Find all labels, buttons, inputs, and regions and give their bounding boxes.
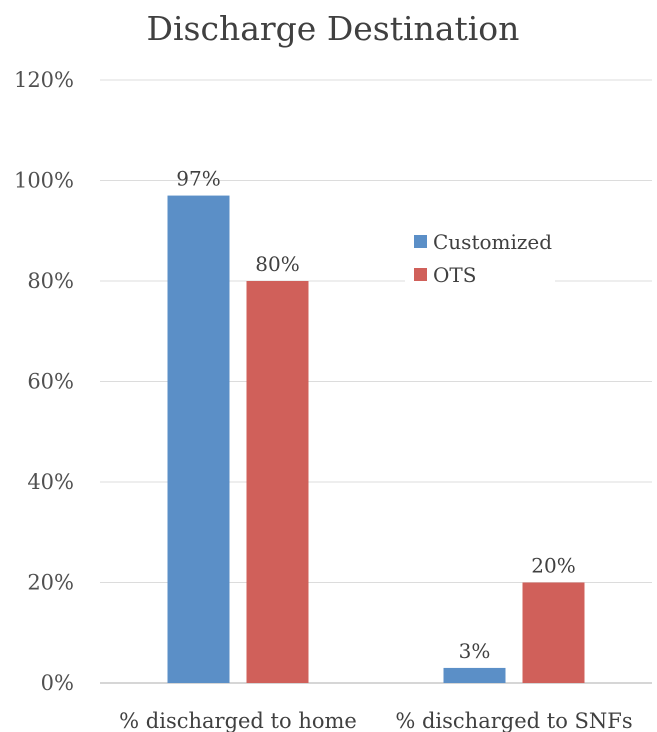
- x-category-label: % discharged to home: [119, 709, 357, 732]
- legend-swatch-customized: [414, 235, 427, 248]
- legend-swatch-ots: [414, 268, 427, 281]
- chart-title: Discharge Destination: [147, 9, 520, 48]
- bar-customized-1: [167, 195, 230, 683]
- y-tick-label: 100%: [14, 169, 74, 193]
- y-tick-label: 120%: [14, 68, 74, 92]
- legend-label-customized: Customized: [433, 230, 552, 254]
- y-axis: 0% 20% 40% 60% 80% 100% 120%: [14, 68, 74, 695]
- legend: Customized OTS: [405, 222, 555, 290]
- data-label: 80%: [255, 252, 299, 276]
- bar-customized-2: [443, 667, 506, 683]
- x-axis: % discharged to home % discharged to SNFs: [119, 709, 632, 732]
- y-tick-label: 60%: [27, 370, 74, 394]
- y-tick-label: 80%: [27, 269, 74, 293]
- y-tick-label: 20%: [27, 571, 74, 595]
- y-tick-label: 40%: [27, 470, 74, 494]
- x-category-label: % discharged to SNFs: [395, 709, 632, 732]
- data-label: 97%: [176, 167, 220, 191]
- bar-ots-1: [246, 281, 309, 683]
- data-label: 20%: [531, 554, 575, 578]
- y-tick-label: 0%: [41, 671, 74, 695]
- data-labels: 97% 80% 3% 20%: [176, 167, 575, 663]
- bar-ots-2: [522, 582, 585, 683]
- data-label: 3%: [459, 639, 491, 663]
- legend-background: [405, 222, 555, 290]
- bars: [167, 195, 585, 683]
- legend-label-ots: OTS: [433, 263, 476, 287]
